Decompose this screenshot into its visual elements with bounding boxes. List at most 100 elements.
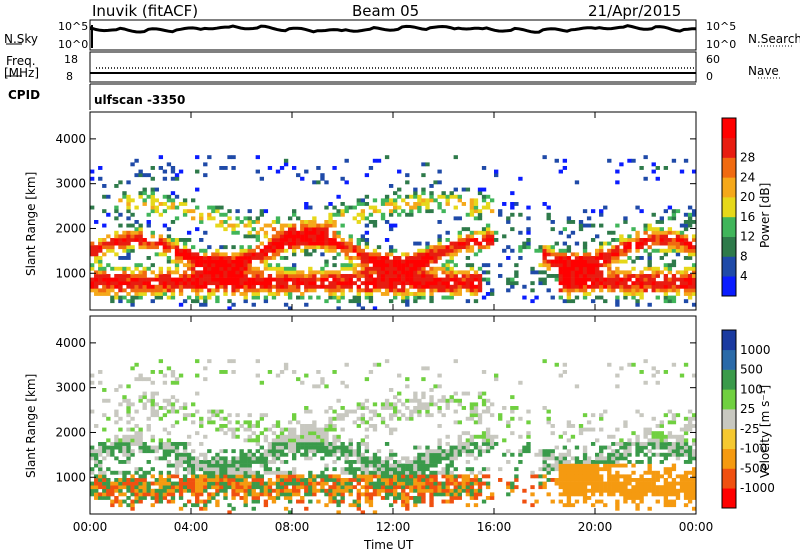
velocity-cell xyxy=(368,478,374,482)
velocity-cell xyxy=(595,488,600,493)
velocity-cell xyxy=(526,431,531,436)
power-cell xyxy=(287,245,293,250)
power-cell xyxy=(263,209,269,214)
velocity-cell xyxy=(449,499,454,504)
power-cell xyxy=(437,284,442,289)
velocity-cell xyxy=(300,474,305,479)
power-cell xyxy=(635,281,640,286)
velocity-cell xyxy=(332,485,337,490)
velocity-cell xyxy=(671,485,677,490)
velocity-cell xyxy=(615,373,620,378)
velocity-cell xyxy=(481,481,487,486)
power-cell xyxy=(223,277,228,282)
power-cell xyxy=(562,281,568,286)
velocity-cell xyxy=(231,485,236,490)
power-cell xyxy=(320,277,325,282)
velocity-cell xyxy=(372,460,378,464)
power-cell xyxy=(279,227,285,232)
power-cell xyxy=(667,266,673,271)
power-cell xyxy=(150,194,155,199)
velocity-cell xyxy=(619,366,624,371)
power-cell xyxy=(287,288,293,293)
power-cell xyxy=(554,256,559,260)
power-cell xyxy=(659,241,664,246)
velocity-cell xyxy=(110,499,115,504)
velocity-cell xyxy=(332,492,337,497)
power-cell xyxy=(595,263,600,268)
velocity-cell xyxy=(683,431,689,436)
velocity-cell xyxy=(627,452,632,457)
power-cell xyxy=(166,227,172,232)
velocity-cell xyxy=(134,478,139,482)
velocity-cell xyxy=(251,488,256,493)
velocity-cell xyxy=(562,481,568,486)
power-cell xyxy=(263,259,269,264)
velocity-cell xyxy=(320,488,325,493)
velocity-cell xyxy=(683,470,689,475)
velocity-cell xyxy=(247,481,252,486)
velocity-cell xyxy=(279,434,285,439)
power-cell xyxy=(449,274,454,278)
power-cell xyxy=(231,155,236,160)
power-cell xyxy=(489,230,495,235)
velocity-cell xyxy=(506,460,511,464)
velocity-cell xyxy=(332,434,337,439)
velocity-cell xyxy=(441,485,446,490)
power-cell xyxy=(510,205,515,210)
velocity-cell xyxy=(344,384,349,389)
power-cell xyxy=(223,166,228,170)
power-cell xyxy=(243,288,248,293)
power-cell xyxy=(691,212,697,217)
velocity-cell xyxy=(554,481,559,486)
power-cell xyxy=(558,277,563,282)
power-cell xyxy=(457,270,462,275)
velocity-cell xyxy=(437,384,442,389)
velocity-cell xyxy=(380,467,386,472)
velocity-cell xyxy=(279,488,285,493)
velocity-cell xyxy=(332,478,337,482)
velocity-cell xyxy=(558,481,563,486)
power-cell xyxy=(279,234,285,239)
velocity-cell xyxy=(631,470,636,475)
velocity-cell xyxy=(215,427,220,432)
power-cell xyxy=(562,259,568,264)
power-cell xyxy=(154,277,159,282)
power-cell xyxy=(489,288,495,293)
x-tick-label: 20:00 xyxy=(578,520,613,534)
velocity-cell xyxy=(178,373,184,378)
velocity-cell xyxy=(643,492,648,497)
velocity-cell xyxy=(292,442,297,446)
velocity-cell xyxy=(316,370,321,374)
power-cell xyxy=(110,295,115,300)
velocity-cell xyxy=(550,452,555,457)
power-cell xyxy=(182,299,188,304)
power-cell xyxy=(263,234,269,239)
velocity-cell xyxy=(275,449,281,454)
velocity-cell xyxy=(570,474,576,479)
power-cell xyxy=(162,241,168,246)
power-cell xyxy=(251,248,256,253)
velocity-cell xyxy=(324,409,329,414)
velocity-cell xyxy=(546,470,551,475)
velocity-cell xyxy=(154,492,159,497)
power-cell xyxy=(308,270,313,275)
velocity-cell xyxy=(380,488,386,493)
velocity-cell xyxy=(110,488,115,493)
power-cell xyxy=(401,288,406,293)
power-cell xyxy=(599,288,604,293)
velocity-cell xyxy=(623,499,628,504)
power-cell xyxy=(380,259,386,264)
power-cell xyxy=(582,259,588,264)
power-cell xyxy=(166,270,172,275)
velocity-cell xyxy=(118,442,123,446)
velocity-cell xyxy=(223,460,228,464)
power-cell xyxy=(405,292,410,296)
velocity-cell xyxy=(90,488,95,493)
freq-tick-top: 18 xyxy=(64,53,78,66)
colorbar-tick-label: 1000 xyxy=(740,343,771,357)
power-cell xyxy=(671,241,677,246)
velocity-cell xyxy=(465,492,471,497)
velocity-cell xyxy=(401,413,406,418)
velocity-cell xyxy=(655,442,660,446)
power-cell xyxy=(675,234,681,239)
